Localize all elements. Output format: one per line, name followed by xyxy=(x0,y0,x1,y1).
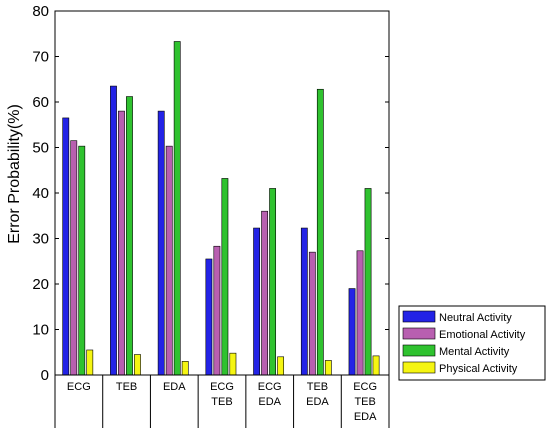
y-tick-label: 20 xyxy=(32,276,49,293)
y-tick-label: 50 xyxy=(32,140,49,157)
bar-7-mental-activity xyxy=(364,188,372,376)
bar-7-physical-activity xyxy=(372,355,380,376)
category-label: TEB xyxy=(307,381,328,393)
y-tick-label: 10 xyxy=(32,322,49,339)
bar-4-emotional-activity xyxy=(213,245,221,376)
legend-swatch xyxy=(402,310,436,323)
category-label: EDA xyxy=(258,396,281,408)
category-label: ECG xyxy=(353,381,377,393)
category-label: ECG xyxy=(210,381,234,393)
y-ticks: 0 10 20 30 40 50 60 70 80 xyxy=(32,3,389,384)
bar-4-mental-activity xyxy=(221,178,229,376)
y-tick-label: 70 xyxy=(32,49,49,66)
bar-6-emotional-activity xyxy=(308,251,316,376)
bar-1-mental-activity xyxy=(78,145,86,376)
bar-5-emotional-activity xyxy=(261,210,269,376)
category-label: TEB xyxy=(354,396,375,408)
bar-3-mental-activity xyxy=(173,41,181,376)
bar-3-emotional-activity xyxy=(165,145,173,376)
y-axis-label: Error Probability(%) xyxy=(6,104,23,244)
bar-2-mental-activity xyxy=(126,96,133,376)
legend-label: Mental Activity xyxy=(439,346,510,358)
bar-7-emotional-activity xyxy=(356,250,364,376)
category-label: EDA xyxy=(306,396,329,408)
y-tick-label: 60 xyxy=(32,94,49,111)
bar-3-neutral-activity xyxy=(157,110,165,376)
bar-2-neutral-activity xyxy=(110,85,117,376)
legend-swatch xyxy=(402,327,436,340)
bar-4-physical-activity xyxy=(229,352,237,376)
category-label: TEB xyxy=(211,396,232,408)
bar-5-mental-activity xyxy=(269,188,277,376)
category-label: ECG xyxy=(258,381,282,393)
bar-1-physical-activity xyxy=(86,349,94,376)
legend: Neutral Activity Emotional Activity Mental… xyxy=(398,305,546,381)
bar-6-physical-activity xyxy=(324,360,332,376)
y-tick-label: 30 xyxy=(32,231,49,248)
legend-label: Physical Activity xyxy=(439,363,518,375)
bar-2-emotional-activity xyxy=(118,110,125,376)
category-labels: ECG TEB EDA ECG TEB ECG EDA TEB EDA ECG TEB EDA xyxy=(54,375,390,428)
bar-4-neutral-activity xyxy=(205,258,213,376)
y-tick-label: 40 xyxy=(32,185,49,202)
y-tick-label: 0 xyxy=(41,367,49,384)
y-tick-label: 80 xyxy=(32,3,49,20)
bar-1-neutral-activity xyxy=(62,117,70,376)
category-label: EDA xyxy=(354,411,377,423)
bar-2-physical-activity xyxy=(134,354,141,376)
bar-5-neutral-activity xyxy=(253,227,261,376)
bar-6-mental-activity xyxy=(316,88,324,376)
bar-6-neutral-activity xyxy=(300,227,308,376)
legend-swatch xyxy=(402,361,436,374)
legend-swatch xyxy=(402,344,436,357)
category-label: EDA xyxy=(163,381,186,393)
category-label: ECG xyxy=(67,381,91,393)
bar-7-neutral-activity xyxy=(348,288,356,376)
legend-label: Emotional Activity xyxy=(439,329,526,341)
bar-1-emotional-activity xyxy=(70,140,78,376)
legend-label: Neutral Activity xyxy=(439,312,512,324)
bar-3-physical-activity xyxy=(181,361,189,376)
bar-5-physical-activity xyxy=(277,356,285,376)
category-label: TEB xyxy=(116,381,137,393)
bars-layer xyxy=(62,41,380,376)
